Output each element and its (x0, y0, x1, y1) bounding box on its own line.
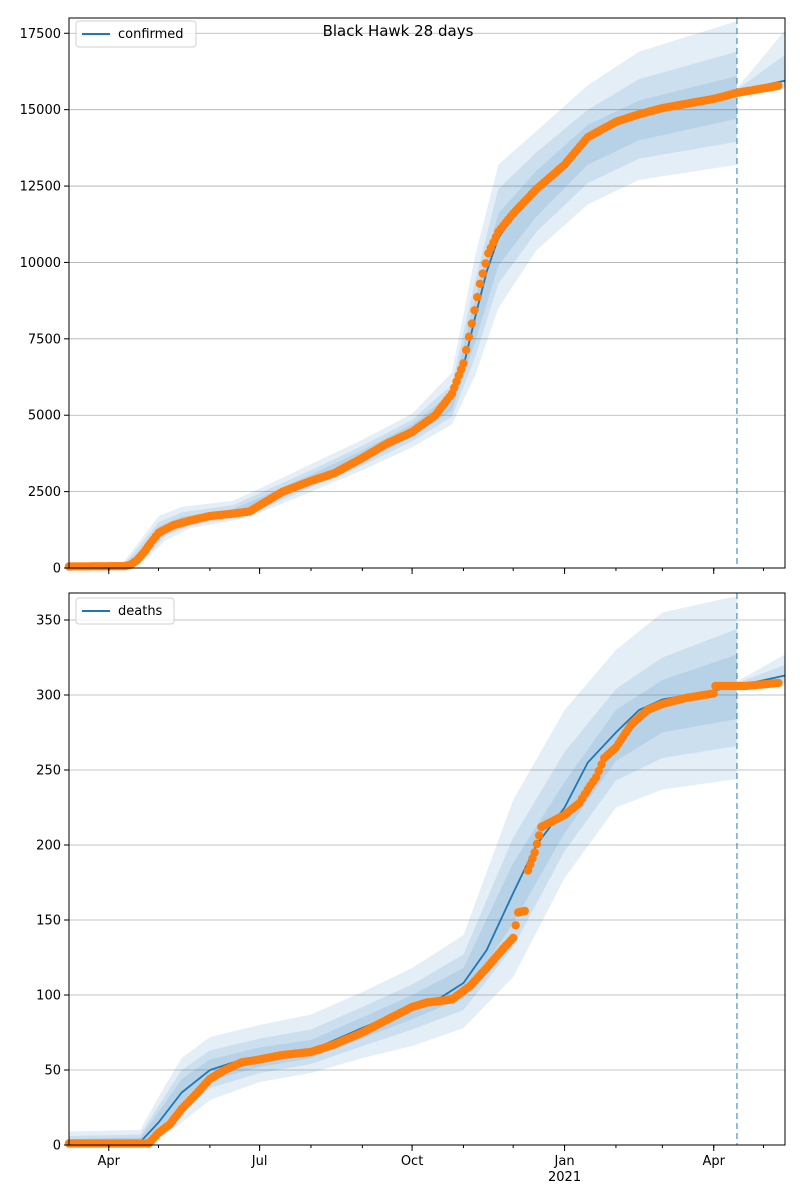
deaths-axes-frame (68, 592, 786, 1146)
confirmed-band-2 (69, 76, 737, 568)
confirmed-ytick-label: 10000 (20, 256, 61, 271)
deaths-ytick-label: 50 (44, 1064, 61, 1079)
deaths-xtick-label: Jul (251, 1154, 268, 1169)
confirmed-forecast-band-0 (736, 30, 785, 95)
confirmed-observed-point (475, 279, 485, 288)
deaths-observed-point (530, 848, 539, 857)
confirmed-panel: 0 2500 5000 7500 10000 12500 15000 17500 confir… (20, 17, 786, 577)
confirmed-observed-point (481, 259, 490, 268)
confirmed-observed-point (464, 332, 474, 341)
confirmed-observed-point (459, 359, 468, 368)
confirmed-observed-point (462, 345, 471, 355)
confirmed-band-1 (69, 51, 737, 569)
deaths-ytick-label: 250 (36, 764, 61, 779)
deaths-ytick-label: 350 (36, 614, 61, 629)
confirmed-observed-point (473, 292, 482, 302)
deaths-ytick-label: 150 (36, 914, 61, 929)
confirmed-axes: 0 2500 5000 7500 10000 12500 15000 17500 (20, 17, 786, 577)
confirmed-observed-point (478, 269, 487, 278)
figure-title: Black Hawk 28 days (323, 22, 474, 40)
deaths-legend: deaths (75, 597, 175, 625)
deaths-observed-point (509, 933, 518, 943)
deaths-ytick-label: 0 (53, 1139, 61, 1154)
confirmed-ytick-label: 2500 (28, 485, 61, 500)
deaths-xtick-label: Apr (98, 1154, 121, 1169)
deaths-band-2 (69, 654, 737, 1145)
confirmed-ytick-label: 0 (53, 562, 61, 577)
deaths-ytick-label: 100 (36, 989, 61, 1004)
deaths-observed-point (709, 689, 718, 698)
deaths-xtick-sublabel: 2021 (548, 1170, 581, 1185)
deaths-legend-box (75, 597, 175, 625)
confirmed-ytick-label: 12500 (20, 180, 61, 195)
confirmed-observed-point (774, 81, 783, 91)
deaths-observed-point (594, 766, 603, 776)
confirmed-legend-label: confirmed (118, 27, 184, 42)
confirmed-axes-frame (68, 17, 786, 569)
deaths-xtick-label: Apr (702, 1154, 725, 1169)
deaths-band-0 (69, 596, 737, 1145)
deaths-observed-point (511, 921, 520, 930)
confirmed-legend-box (75, 20, 197, 48)
confirmed-ytick-label: 5000 (28, 409, 61, 424)
deaths-ytick-label: 300 (36, 689, 61, 704)
deaths-ytick-label: 200 (36, 839, 61, 854)
deaths-band-1 (69, 629, 737, 1145)
confirmed-legend: confirmed (75, 20, 197, 48)
confirmed-ytick-label: 15000 (20, 103, 61, 118)
deaths-observed-point (597, 760, 606, 769)
deaths-observed-points (64, 678, 783, 1148)
deaths-xtick-label: Jan (554, 1154, 575, 1169)
deaths-observed-point (774, 678, 783, 688)
deaths-observed-point (532, 839, 542, 849)
deaths-legend-label: deaths (118, 604, 163, 619)
confirmed-ytick-label: 17500 (20, 27, 61, 42)
deaths-observed-point (520, 906, 529, 916)
deaths-xtick-label: Oct (401, 1154, 423, 1169)
deaths-observed-point (591, 773, 601, 782)
confirmed-observed-point (467, 319, 476, 328)
confirmed-ytick-label: 7500 (28, 332, 61, 347)
deaths-observed-point (535, 831, 544, 840)
confirmed-observed-point (470, 306, 479, 315)
